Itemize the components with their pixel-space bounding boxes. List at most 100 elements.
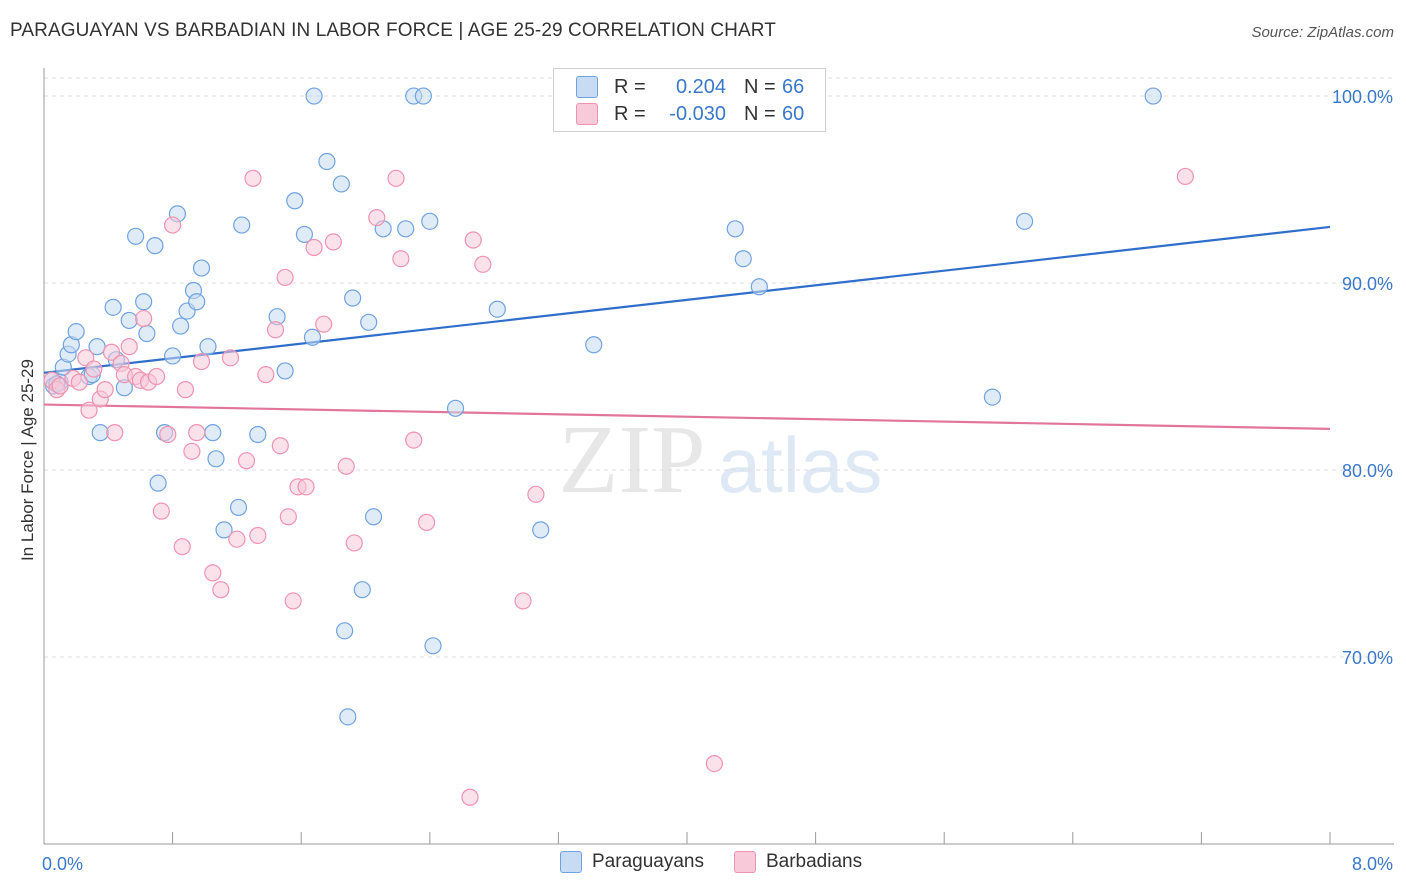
legend-n-label: N = xyxy=(744,102,776,125)
point-barbadians xyxy=(514,592,532,610)
point-paraguayans xyxy=(414,87,432,105)
point-barbadians xyxy=(464,231,482,249)
point-barbadians xyxy=(257,366,275,384)
point-paraguayans xyxy=(164,347,182,365)
point-barbadians xyxy=(417,513,436,531)
point-paraguayans xyxy=(215,521,233,539)
point-paraguayans xyxy=(339,708,357,726)
point-paraguayans xyxy=(726,220,744,238)
trend-line-paraguayans xyxy=(43,225,1331,374)
data-points xyxy=(43,87,1194,806)
chart-title: PARAGUAYAN VS BARBADIAN IN LABOR FORCE |… xyxy=(10,20,776,41)
legend-r-label: R = xyxy=(614,102,646,125)
point-paraguayans xyxy=(229,498,248,517)
point-barbadians xyxy=(183,442,201,460)
point-barbadians xyxy=(461,788,479,806)
point-barbadians xyxy=(337,457,355,475)
point-barbadians xyxy=(135,309,153,328)
point-paraguayans xyxy=(1015,212,1034,230)
point-barbadians xyxy=(85,360,103,378)
point-paraguayans xyxy=(199,338,217,356)
point-barbadians xyxy=(51,377,69,395)
point-paraguayans xyxy=(750,278,768,296)
point-paraguayans xyxy=(295,225,314,244)
point-barbadians xyxy=(527,485,545,503)
point-barbadians xyxy=(228,530,246,548)
legend-n-value: 60 xyxy=(782,102,805,125)
point-paraguayans xyxy=(532,521,550,539)
point-paraguayans xyxy=(233,216,251,234)
point-barbadians xyxy=(266,321,285,339)
point-paraguayans xyxy=(207,450,225,468)
point-barbadians xyxy=(80,401,98,419)
watermark-atlas: atlas xyxy=(718,421,883,509)
legend-item-barbadians: Barbadians xyxy=(733,851,863,873)
point-barbadians xyxy=(315,315,333,333)
point-barbadians xyxy=(405,431,423,449)
legend-r-value: -0.030 xyxy=(669,102,726,125)
legend-swatch-barbadians xyxy=(576,103,598,125)
legend-label-paraguayans: Paraguayans xyxy=(592,851,704,872)
trend-line-barbadians xyxy=(43,403,1331,430)
point-barbadians xyxy=(152,502,170,520)
point-paraguayans xyxy=(104,298,122,316)
legend-swatch-barbadians xyxy=(733,851,756,873)
point-barbadians xyxy=(164,216,182,234)
point-barbadians xyxy=(392,250,410,268)
point-paraguayans xyxy=(336,622,354,640)
point-paraguayans xyxy=(318,152,336,171)
y-tick-label: 80.0% xyxy=(1342,461,1393,481)
point-barbadians xyxy=(387,169,405,187)
y-tick-label: 100.0% xyxy=(1332,87,1393,107)
point-barbadians xyxy=(345,534,363,552)
series-legend: Paraguayans Barbadians xyxy=(560,851,892,873)
point-paraguayans xyxy=(332,175,350,193)
point-barbadians xyxy=(249,526,267,545)
point-paraguayans xyxy=(204,424,222,442)
point-paraguayans xyxy=(149,474,167,492)
point-paraguayans xyxy=(91,424,109,442)
point-barbadians xyxy=(96,381,114,399)
point-barbadians xyxy=(102,343,121,361)
point-barbadians xyxy=(305,238,323,257)
point-paraguayans xyxy=(249,425,267,444)
point-barbadians xyxy=(106,424,124,442)
point-barbadians xyxy=(221,349,240,367)
point-paraguayans xyxy=(303,328,322,346)
point-paraguayans xyxy=(286,192,304,210)
point-barbadians xyxy=(244,169,262,187)
point-paraguayans xyxy=(446,399,465,417)
point-paraguayans xyxy=(276,362,294,380)
legend-row-barbadians: R = -0.030 N = 60 xyxy=(576,101,812,127)
point-paraguayans xyxy=(172,317,190,335)
grid-lines xyxy=(44,77,1394,658)
x-tick-label: 0.0% xyxy=(42,854,83,874)
legend-label-barbadians: Barbadians xyxy=(765,851,863,872)
point-barbadians xyxy=(147,367,166,386)
legend-row-paraguayans: R = 0.204 N = 66 xyxy=(576,74,812,100)
legend-r-label: R = xyxy=(614,75,646,98)
point-barbadians xyxy=(173,538,191,556)
legend-r-value: 0.204 xyxy=(675,75,726,98)
y-tick-label: 90.0% xyxy=(1342,274,1393,294)
point-barbadians xyxy=(1176,167,1194,186)
point-barbadians xyxy=(192,352,211,371)
legend-n-label: N = xyxy=(744,75,776,98)
source-credit: Source: ZipAtlas.com xyxy=(1251,24,1394,41)
point-barbadians xyxy=(368,208,386,227)
point-barbadians xyxy=(120,338,138,356)
point-paraguayans xyxy=(734,250,752,268)
point-barbadians xyxy=(324,233,342,251)
legend-item-paraguayans: Paraguayans xyxy=(560,851,704,873)
legend-swatch-paraguayans xyxy=(560,851,582,873)
point-barbadians xyxy=(271,437,289,455)
point-paraguayans xyxy=(424,637,442,655)
point-paraguayans xyxy=(188,293,206,311)
point-paraguayans xyxy=(146,237,164,255)
legend-n-value: 66 xyxy=(782,75,805,98)
point-barbadians xyxy=(70,373,88,391)
point-barbadians xyxy=(159,425,177,444)
point-paraguayans xyxy=(983,388,1002,406)
watermark-zip: ZIP xyxy=(559,406,706,514)
